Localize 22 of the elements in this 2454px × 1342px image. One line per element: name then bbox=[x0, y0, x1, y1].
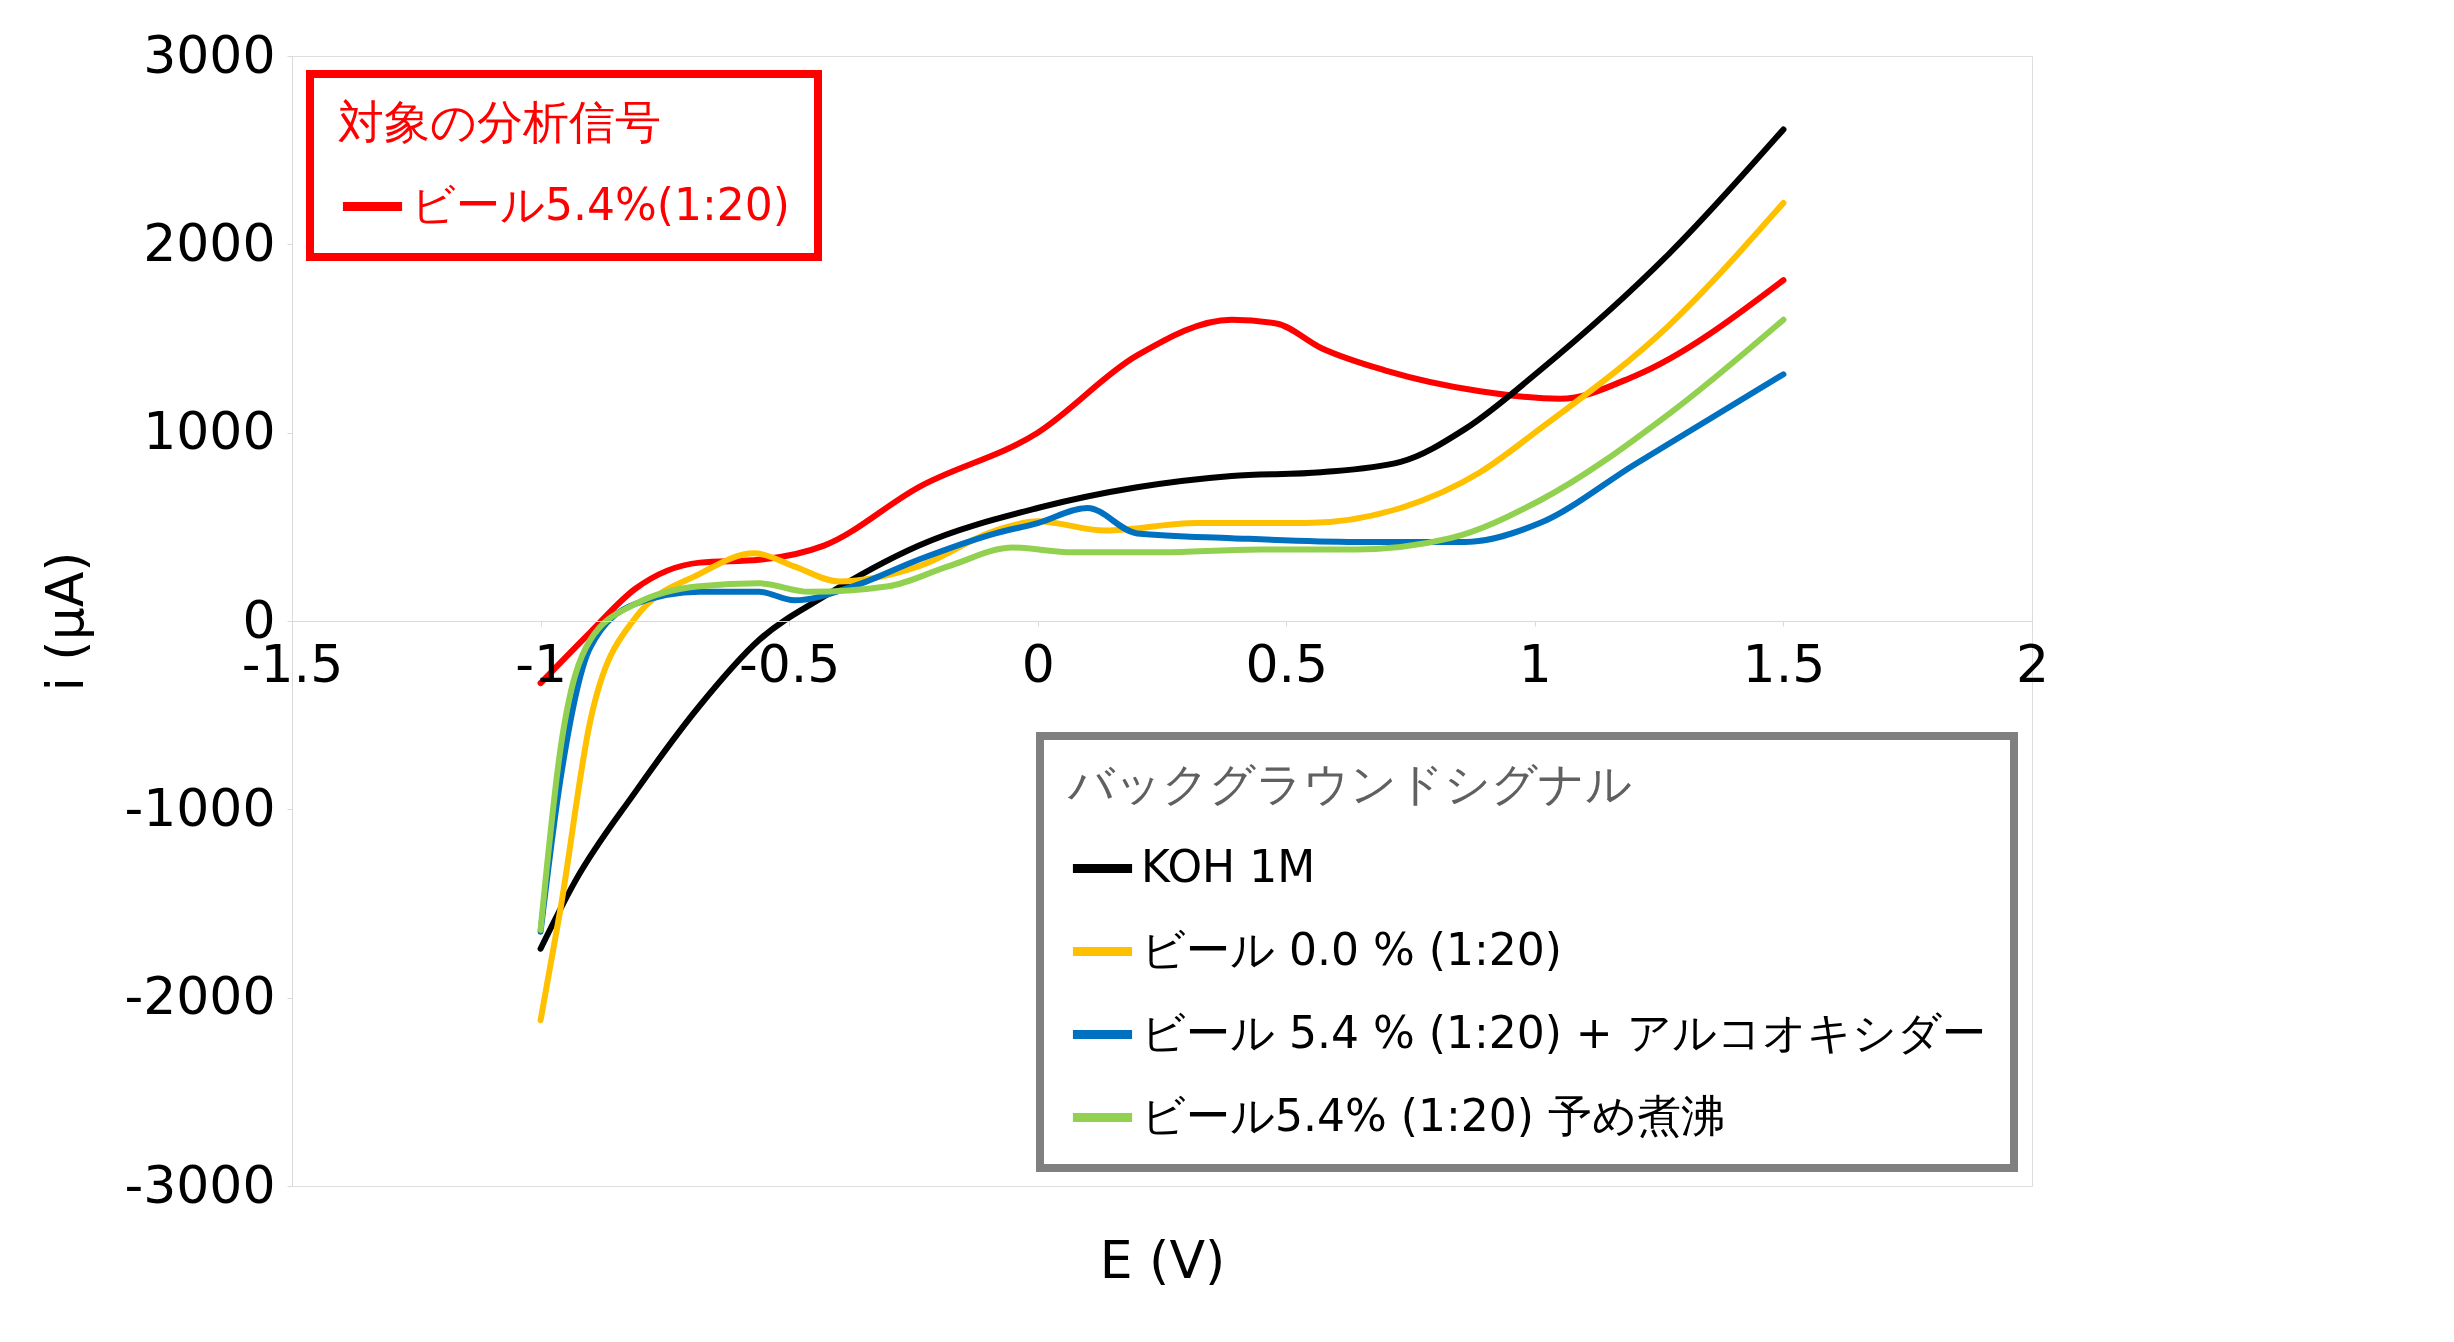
x-tick-label: 1 bbox=[1518, 633, 1552, 694]
text: 対象の分析信号 bbox=[338, 95, 661, 149]
x-tick-label: 0.5 bbox=[1245, 633, 1329, 694]
x-axis-title: E (V) bbox=[1099, 1229, 1226, 1290]
text: バックグラウンドシグナル bbox=[1068, 757, 1632, 811]
legend-label: ビール 5.4 % (1:20) + アルコオキシダー bbox=[1141, 1006, 1986, 1058]
y-tick-label: 2000 bbox=[143, 212, 276, 273]
legend-label: ビール5.4% (1:20) 予め煮沸 bbox=[1141, 1089, 1725, 1141]
y-tick-label: -3000 bbox=[124, 1154, 276, 1215]
x-tick-label: -1 bbox=[515, 633, 567, 694]
x-tick-label: 0 bbox=[1021, 633, 1055, 694]
legend-label: KOH 1M bbox=[1141, 840, 1316, 892]
x-tick-label: 1.5 bbox=[1742, 633, 1826, 694]
legend-label: ビール5.4%(1:20) bbox=[411, 178, 790, 230]
x-tick-label: -0.5 bbox=[738, 633, 841, 694]
y-tick-label: -1000 bbox=[124, 777, 276, 838]
y-axis-title: i (μA) bbox=[35, 551, 96, 692]
y-tick-label: 3000 bbox=[143, 24, 276, 85]
x-tick-label: 2 bbox=[2015, 633, 2050, 694]
y-tick-label: 1000 bbox=[143, 401, 276, 462]
y-tick-label: -2000 bbox=[124, 966, 276, 1027]
legend-label: ビール 0.0 % (1:20) bbox=[1141, 923, 1562, 975]
